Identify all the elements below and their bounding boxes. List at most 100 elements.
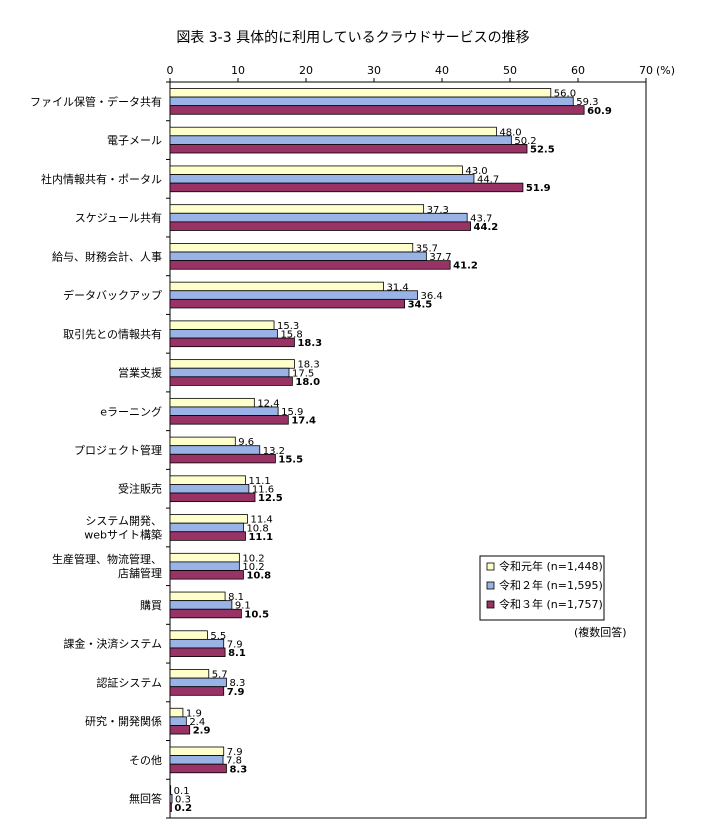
- category-label: 電子メール: [107, 134, 162, 147]
- data-label: 59.3: [576, 97, 598, 108]
- x-tick-label: 10: [231, 64, 245, 77]
- data-label: 0.2: [174, 803, 192, 814]
- data-label: 13.2: [263, 446, 285, 457]
- category-label: 認証システム: [96, 675, 162, 689]
- plot-area: 0 10 20 30 40 50 60 70 (%) ファイル保管・データ共有 56.059.360…: [30, 64, 675, 819]
- bar-series-2: [169, 445, 261, 455]
- bar-series-2: [169, 484, 250, 494]
- bar-series-1: [169, 591, 226, 602]
- data-label: 1.9: [186, 708, 202, 719]
- bar-series-1: [169, 746, 225, 756]
- bar-series-2: [169, 212, 468, 223]
- bar-series-2: [169, 677, 227, 688]
- chart-note: (複数回答): [574, 625, 627, 639]
- data-label: 12.4: [257, 398, 279, 409]
- category-label: 社内情報共有・ポータル: [41, 172, 162, 186]
- data-label: 10.2: [242, 562, 264, 573]
- data-label: 10.8: [246, 571, 271, 582]
- bar-series-3: [169, 260, 451, 270]
- data-label: 44.7: [477, 175, 499, 186]
- data-label: 34.5: [408, 299, 433, 310]
- data-label: 52.5: [530, 145, 555, 156]
- data-label: 2.9: [193, 726, 211, 737]
- data-label: 50.2: [514, 136, 536, 147]
- category-label: 研究・開発関係: [85, 714, 162, 728]
- bar-series-3: [169, 531, 246, 541]
- category-label: eラーニング: [100, 404, 162, 418]
- data-label: 7.9: [227, 639, 243, 650]
- x-tick-label: 40: [435, 64, 449, 77]
- bar-series-2: [169, 755, 224, 765]
- x-tick-label: 0: [167, 64, 174, 77]
- data-label: 5.7: [212, 670, 228, 681]
- category-label: 営業支援: [118, 366, 162, 380]
- bar-series-3: [169, 647, 226, 657]
- data-label: 18.0: [295, 377, 320, 388]
- data-label: 7.8: [226, 756, 242, 767]
- legend-box: [479, 555, 605, 621]
- data-label: 31.4: [387, 282, 409, 293]
- data-label: 8.1: [228, 592, 244, 603]
- x-tick-label: 50: [503, 64, 517, 77]
- bar-series-3: [169, 725, 191, 735]
- data-label: 17.5: [292, 368, 314, 379]
- bar-series-1: [169, 630, 208, 640]
- legend-entry: 令和２年 (n=1,595): [499, 578, 603, 592]
- bar-series-3: [169, 298, 406, 309]
- data-label: 37.3: [427, 205, 449, 216]
- legend-swatch: [486, 562, 495, 571]
- bar-series-1: [169, 320, 275, 330]
- bar-series-3: [169, 337, 295, 348]
- bar-series-3: [169, 763, 227, 774]
- data-label: 15.9: [281, 407, 303, 418]
- bar-series-2: [169, 290, 418, 300]
- category-label: 取引先との情報共有: [63, 327, 162, 341]
- data-label: 36.4: [421, 291, 443, 302]
- data-label: 12.5: [258, 493, 283, 504]
- x-tick-label: 60: [571, 64, 585, 77]
- category-label: ファイル保管・データ共有: [30, 94, 162, 108]
- data-label: 10.5: [244, 609, 269, 620]
- bar-series-1: [169, 436, 236, 447]
- bar-series-1: [169, 785, 172, 795]
- x-tick-label: 70: [639, 64, 653, 77]
- bar-series-3: [169, 182, 524, 193]
- bar-series-2: [169, 793, 173, 804]
- bar-series-2: [169, 406, 279, 416]
- category-label: 生産管理、物流管理、店舗管理: [52, 552, 162, 580]
- data-label: 11.6: [252, 485, 274, 496]
- data-label: 41.2: [453, 261, 478, 272]
- bar-series-1: [169, 514, 248, 524]
- legend-swatch: [486, 581, 495, 590]
- bar-series-1: [169, 204, 425, 214]
- data-label: 9.6: [238, 437, 254, 448]
- legend-entry: 令和３年 (n=1,757): [499, 597, 603, 611]
- category-label: 給与、財務会計、人事: [52, 249, 162, 263]
- bar-series-1: [169, 669, 210, 679]
- category-label: 購買: [140, 598, 162, 612]
- bar-series-1: [169, 126, 497, 137]
- bar-series-1: [169, 165, 463, 175]
- category-label: プロジェクト管理: [74, 443, 162, 457]
- data-label: 0.1: [174, 786, 190, 797]
- category-label: 受注販売: [118, 482, 162, 496]
- data-label: 17.4: [291, 416, 316, 427]
- data-label: 51.9: [526, 183, 551, 194]
- data-label: 9.1: [235, 601, 251, 612]
- x-unit-label: (%): [656, 64, 675, 77]
- data-label: 15.3: [277, 321, 299, 332]
- bar-series-2: [169, 329, 278, 339]
- bar-series-1: [169, 552, 240, 563]
- bar-series-3: [169, 570, 244, 580]
- bar-series-2: [169, 135, 512, 145]
- data-label: 10.2: [242, 553, 264, 564]
- category-label: 課金・決済システム: [63, 637, 162, 651]
- data-label: 8.1: [228, 648, 246, 659]
- chart-title: 図表 3-3 具体的に利用しているクラウドサービスの推移: [176, 30, 529, 46]
- category-label: その他: [129, 754, 162, 767]
- data-label: 18.3: [297, 360, 319, 371]
- bar-series-3: [169, 453, 276, 464]
- data-label: 11.1: [248, 476, 270, 487]
- data-label: 37.7: [429, 252, 451, 263]
